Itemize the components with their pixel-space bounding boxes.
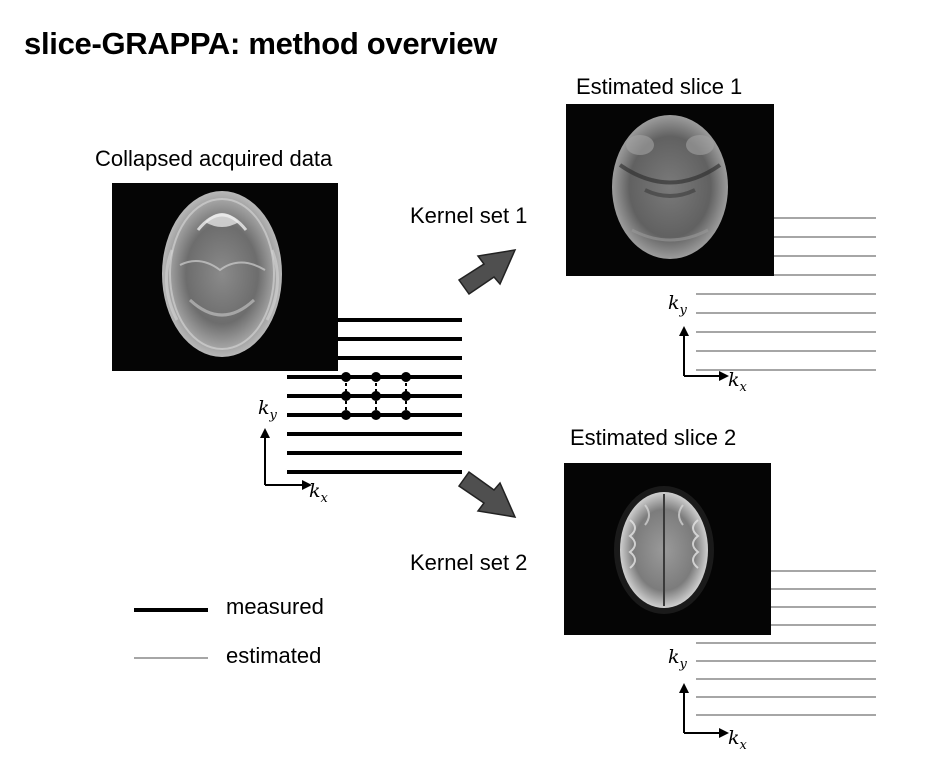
page-title: slice-GRAPPA: method overview xyxy=(24,26,498,61)
slice2-estimated-lines xyxy=(696,570,876,716)
kx-axis-label-slice2: kx xyxy=(728,727,747,753)
slice1-brain-image xyxy=(566,104,774,276)
ky-axis-label-slice1: ky xyxy=(668,292,687,318)
ky-axis-label-collapsed: ky xyxy=(258,397,277,423)
collapsed-brain-image xyxy=(112,183,338,371)
slice2-label: Estimated slice 2 xyxy=(570,425,737,450)
collapsed-data-label: Collapsed acquired data xyxy=(95,146,333,171)
legend-estimated-label: estimated xyxy=(226,643,322,668)
slice1-estimated-lines xyxy=(696,217,876,371)
slice1-label: Estimated slice 1 xyxy=(576,74,743,99)
kernel-set-1-label: Kernel set 1 xyxy=(410,203,528,228)
kx-axis-label-slice1: kx xyxy=(728,369,747,395)
kx-axis-label-collapsed: kx xyxy=(309,480,328,506)
kernel-set-2-label: Kernel set 2 xyxy=(410,550,528,575)
ky-axis-label-slice2: ky xyxy=(668,646,687,672)
slice2-brain-image xyxy=(564,463,771,635)
arrow-to-slice1-icon xyxy=(457,249,517,296)
grappa-kernel xyxy=(341,372,411,420)
slice1-axes xyxy=(679,326,729,381)
legend-measured-label: measured xyxy=(226,594,324,619)
collapsed-axes xyxy=(260,428,312,490)
slice2-axes xyxy=(679,683,729,738)
arrow-to-slice2-icon xyxy=(457,470,517,518)
